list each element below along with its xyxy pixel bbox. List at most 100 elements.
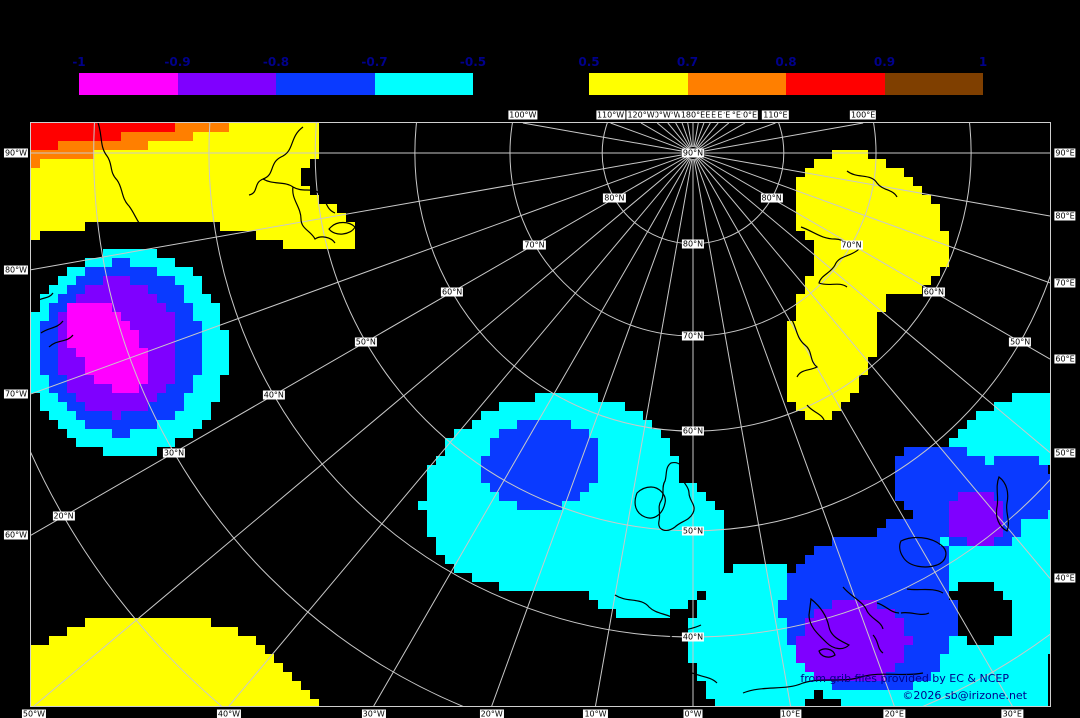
graticule-label: 110°W: [595, 110, 626, 120]
region-fill-europe-core: [796, 492, 1003, 681]
meridian-line: [687, 123, 693, 148]
graticule-label: 20°W: [479, 709, 504, 718]
meridian-line: [698, 154, 1050, 284]
legend-segment: [79, 73, 178, 95]
meridian-line: [228, 157, 690, 706]
graticule-label: 60°E: [1054, 354, 1076, 364]
graticule-label: 30°N: [162, 448, 186, 458]
credits-copyright: ©2026 sb@irizone.net: [902, 689, 1027, 702]
map-canvas: [31, 123, 1050, 706]
graticule-label: 40°W: [216, 709, 242, 718]
legend-tick-label: 0.8: [775, 55, 797, 69]
graticule-label: 70°N: [523, 240, 546, 249]
legend-tick-label: 0.9: [873, 55, 896, 69]
graticule-label: 80°N: [681, 239, 705, 249]
credits-source: from grib files provided by EC & NCEP: [800, 672, 1009, 685]
graticule-label: 50°N: [681, 526, 705, 536]
meridian-line: [697, 123, 730, 150]
meridian-line: [693, 158, 792, 706]
meridian-line: [33, 156, 689, 706]
graticule-label: 70°N: [681, 331, 705, 341]
legend-segment: [786, 73, 885, 95]
graticule-label: 110°E: [762, 110, 789, 120]
legend-segment: [177, 73, 276, 95]
graticule-label: 60°N: [441, 287, 464, 297]
graticule-label: 30°W: [361, 709, 386, 718]
meridian-line: [681, 123, 692, 148]
graticule-label: 50°W: [21, 709, 46, 718]
legend-tick-label: 1: [978, 55, 988, 69]
meridian-line: [31, 154, 688, 395]
coastline: [808, 597, 851, 658]
graticule-label: 80°N: [760, 193, 783, 203]
legend-segment: [589, 73, 688, 95]
region-fill-arctic-band-low: [31, 123, 355, 249]
meridian-line: [31, 153, 688, 271]
coastline: [97, 123, 152, 243]
graticule-label: 70°W: [3, 389, 29, 399]
graticule-label: 60°N: [681, 426, 705, 436]
graticule-label: 50°N: [354, 337, 377, 347]
meridian-line: [675, 123, 691, 149]
legend-tick-label: -0.8: [262, 55, 290, 69]
legend-segment: [374, 73, 473, 95]
graticule-label: 80°E: [1054, 211, 1076, 221]
graticule-label: 90°E: [1054, 148, 1076, 158]
graticule-label: 130°W: [642, 110, 672, 120]
graticule-label: 50°E: [1054, 448, 1076, 458]
legend-tick-label: 0.7: [676, 55, 699, 69]
meridian-line: [697, 123, 746, 151]
coastline: [248, 126, 336, 244]
coastline: [742, 588, 944, 694]
graticule-label: 70°E: [1054, 278, 1076, 288]
meridian-line: [696, 157, 1050, 579]
graticule-label: 100°W: [508, 110, 538, 120]
graticule-label: 100°E: [849, 110, 877, 120]
legend-tick-label: -0.9: [164, 55, 191, 69]
meridian-line: [594, 158, 693, 706]
meridian-line: [695, 123, 711, 149]
meridian-line: [667, 123, 690, 149]
meridian-line: [373, 157, 691, 706]
coastline: [788, 170, 898, 378]
coastline: [634, 486, 666, 519]
coastline: [658, 462, 695, 531]
graticule-label: 50°N: [1009, 337, 1032, 347]
meridian-line: [697, 156, 1050, 453]
coastline: [806, 404, 836, 442]
graticule-label: 80°W: [3, 265, 29, 275]
meridian-line: [656, 123, 689, 150]
legend-segment: [687, 73, 786, 95]
meridian-line: [695, 157, 1013, 706]
graticule-label: 60°W: [3, 530, 29, 540]
meridian-line: [610, 123, 688, 152]
coastline: [614, 594, 718, 684]
meridian-line: [640, 123, 689, 151]
graticule-label: 10°W: [583, 709, 608, 718]
graticule-label: 40°N: [681, 632, 705, 642]
graticule-label: 40°E: [1054, 573, 1076, 583]
graticule-label: 90°N: [681, 148, 705, 158]
meridian-line: [693, 123, 699, 148]
region-fill-atlantic-core: [481, 420, 598, 510]
graticule-label: 60°N: [922, 287, 945, 297]
graticule-label: 40°N: [262, 390, 285, 400]
coastline: [899, 536, 947, 568]
map-panel: from grib files provided by EC & NCEP ©2…: [3, 110, 1076, 718]
legend-tick-label: 0.5: [578, 55, 600, 69]
graticule-label: 0°W: [683, 709, 703, 718]
graticule-label: 120°W: [626, 110, 656, 120]
graticule-label: 180°E: [679, 110, 707, 120]
coastline: [328, 221, 356, 235]
coastline: [842, 586, 900, 654]
graticule-label: 30°E: [1001, 709, 1023, 718]
legend-tick-label: -0.7: [361, 55, 388, 69]
region-fill-baffin-core: [67, 303, 148, 393]
meridian-line: [698, 123, 776, 152]
coastline: [995, 476, 1010, 532]
graticule-label: 120°E: [731, 110, 759, 120]
region-fill-arctic-band-high: [31, 123, 175, 150]
meridian-line: [491, 158, 692, 706]
legend-segment: [884, 73, 983, 95]
